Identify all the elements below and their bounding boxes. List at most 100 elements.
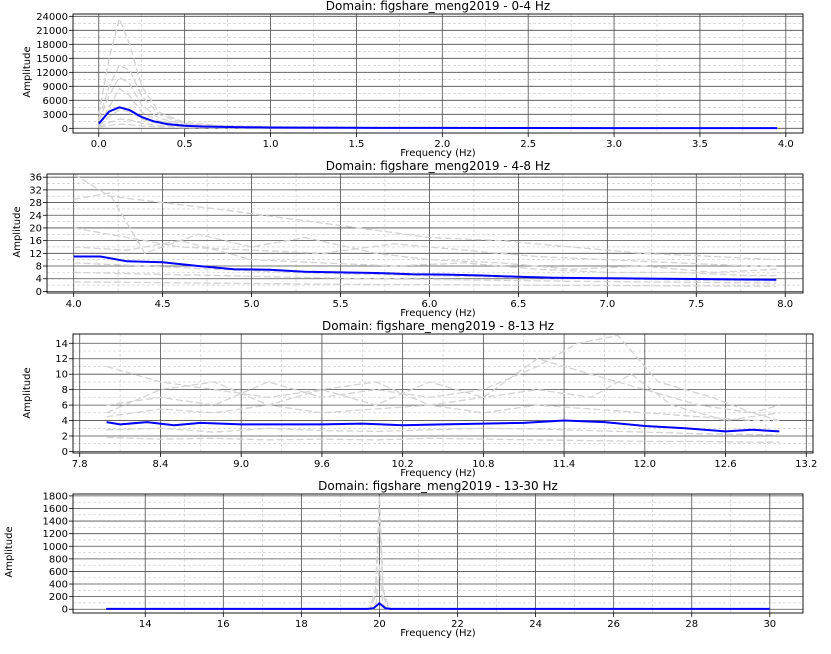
x-tick-label: 4.0 <box>66 299 82 310</box>
y-tick-label: 0 <box>62 124 68 135</box>
x-tick-label: 3.0 <box>606 139 622 150</box>
trace-series-line <box>98 64 778 129</box>
axes-frame <box>72 333 814 454</box>
trace-series-line <box>73 192 777 274</box>
trace-series-line <box>106 358 780 422</box>
y-tick-label: 8 <box>62 385 68 396</box>
trace-series-line <box>73 281 777 287</box>
y-tick-label: 6 <box>62 401 68 412</box>
panel-title: Domain: figshare_meng2019 - 8-13 Hz <box>322 319 554 333</box>
x-tick-label: 8.0 <box>777 299 793 310</box>
y-tick-label: 600 <box>49 567 68 578</box>
y-tick-label: 15000 <box>36 54 68 65</box>
y-tick-label: 4 <box>36 274 42 285</box>
plot-area: 7.8 8.4 9.0 9.6 10.2 10.8 11.4 12.0 12.6 13.2 0 2 4 6… <box>55 333 817 470</box>
x-tick-label: 20 <box>373 619 386 630</box>
y-tick-label: 1800 <box>43 491 68 502</box>
trace-series-line <box>106 373 780 422</box>
mean-series-line <box>106 602 770 610</box>
y-tick-label: 12000 <box>36 68 68 79</box>
x-tick-label: 3.5 <box>692 139 708 150</box>
x-tick-label: 13.2 <box>795 459 817 470</box>
x-tick-label: 6.5 <box>510 299 526 310</box>
plot-area: 0.0 0.5 1.0 1.5 2.0 2.5 3.0 3.5 4.0 0 3000 6000 9000… <box>36 12 804 150</box>
mean-series-line <box>106 419 780 433</box>
y-tick-label: 32 <box>29 185 42 196</box>
y-tick-label: 8 <box>36 262 42 273</box>
x-axis-label: Frequency (Hz) <box>400 628 476 639</box>
x-tick-label: 2.0 <box>434 139 450 150</box>
trace-series-line <box>106 427 780 436</box>
trace-series-line <box>98 88 778 129</box>
panel-4-8hz: Domain: figshare_meng2019 - 4-8 Hz 4.0 4.… <box>12 159 804 319</box>
trace-series-line <box>98 18 778 129</box>
y-tick-label: 18000 <box>36 40 68 51</box>
x-tick-label: 9.6 <box>314 459 330 470</box>
y-tick-label: 9000 <box>43 82 68 93</box>
x-tick-label: 22 <box>451 619 464 630</box>
mean-series-line <box>98 106 778 130</box>
panel-8-13hz: Domain: figshare_meng2019 - 8-13 Hz 7.8 8… <box>22 319 817 479</box>
y-axis-label: Amplitude <box>4 526 15 577</box>
y-tick-label: 0 <box>62 605 68 616</box>
trace-series-line <box>73 271 777 284</box>
y-tick-label: 1200 <box>43 529 68 540</box>
x-tick-label: 5.5 <box>333 299 349 310</box>
y-axis-label: Amplitude <box>12 206 23 257</box>
x-tick-label: 18 <box>295 619 308 630</box>
trace-series-line <box>106 404 780 422</box>
y-tick-label: 12 <box>55 354 68 365</box>
trace-series-line <box>73 173 777 261</box>
y-tick-label: 1400 <box>43 517 68 528</box>
x-tick-label: 9.0 <box>233 459 249 470</box>
mean-series-line <box>73 255 777 281</box>
trace-series-line <box>106 436 780 443</box>
y-tick-label: 10 <box>55 370 68 381</box>
y-tick-label: 14 <box>55 339 68 350</box>
panel-title: Domain: figshare_meng2019 - 4-8 Hz <box>326 159 550 173</box>
x-tick-label: 10.2 <box>392 459 414 470</box>
panel-title: Domain: figshare_meng2019 - 13-30 Hz <box>318 479 558 493</box>
x-tick-label: 24 <box>529 619 542 630</box>
x-tick-label: 30 <box>763 619 776 630</box>
x-tick-label: 14 <box>139 619 152 630</box>
x-tick-label: 5.0 <box>244 299 260 310</box>
y-tick-label: 2 <box>62 432 68 443</box>
x-tick-label: 26 <box>607 619 620 630</box>
y-tick-label: 24 <box>29 211 42 222</box>
x-tick-label: 28 <box>685 619 698 630</box>
panel-0-4hz: Domain: figshare_meng2019 - 0-4 Hz 0.0 0.… <box>22 0 804 159</box>
y-tick-label: 28 <box>29 198 42 209</box>
x-tick-label: 1.0 <box>263 139 279 150</box>
panel-13-30hz: Domain: figshare_meng2019 - 13-30 Hz 14 1… <box>4 479 804 639</box>
y-tick-label: 24000 <box>36 12 68 23</box>
y-tick-label: 6000 <box>43 96 68 107</box>
x-tick-label: 12.6 <box>714 459 736 470</box>
x-tick-label: 4.5 <box>155 299 171 310</box>
y-tick-label: 0 <box>62 447 68 458</box>
x-tick-label: 11.4 <box>553 459 575 470</box>
x-tick-label: 16 <box>217 619 230 630</box>
y-tick-label: 1000 <box>43 542 68 553</box>
y-tick-label: 200 <box>49 592 68 603</box>
x-axis-label: Frequency (Hz) <box>400 308 476 319</box>
y-axis-label: Amplitude <box>22 46 33 97</box>
x-tick-label: 7.5 <box>688 299 704 310</box>
x-tick-label: 8.4 <box>153 459 169 470</box>
axes-frame <box>46 173 804 294</box>
x-axis-label: Frequency (Hz) <box>400 468 476 479</box>
y-tick-label: 16 <box>29 236 42 247</box>
y-tick-label: 400 <box>49 580 68 591</box>
trace-series-line <box>73 239 777 277</box>
x-tick-label: 0.0 <box>91 139 107 150</box>
axes-frame <box>72 493 804 614</box>
x-tick-label: 7.8 <box>72 459 88 470</box>
y-tick-label: 4 <box>62 416 68 427</box>
y-tick-label: 36 <box>29 173 42 184</box>
trace-series-line <box>106 514 770 610</box>
x-tick-label: 4.0 <box>778 139 794 150</box>
y-axis-label: Amplitude <box>22 367 33 418</box>
trace-series-line <box>98 76 778 129</box>
